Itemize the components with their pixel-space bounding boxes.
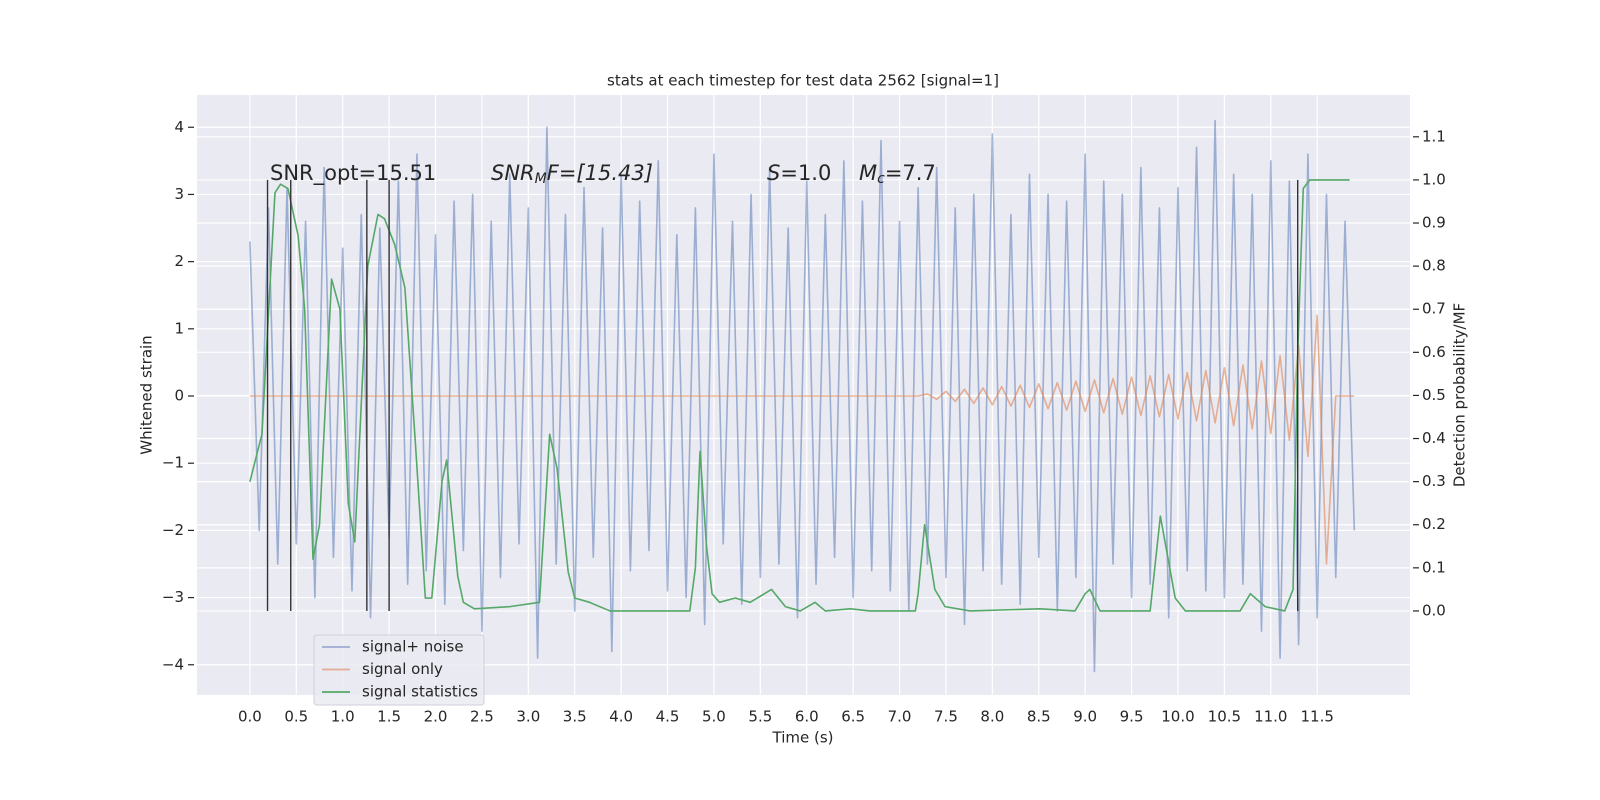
y2-axis-label: Detection probability/MF (1451, 303, 1469, 487)
y2-tick-label: 0.8 (1422, 257, 1446, 275)
annotation-part: c (877, 171, 885, 187)
x-tick-label: 1.0 (331, 708, 355, 726)
legend: signal+ noise signal only signal statistic… (313, 634, 485, 706)
annotation-part: S (767, 161, 780, 185)
annotation-part: F=[15.43] (547, 161, 653, 185)
legend-label: signal+ noise (362, 638, 464, 656)
x-tick-label: 6.0 (795, 708, 819, 726)
x-axis-label: Time (s) (772, 729, 834, 747)
y-tick-label: 3 (174, 185, 184, 203)
annotation-part: SNR (491, 161, 535, 185)
series-line (249, 119, 1356, 673)
series-line (249, 179, 1350, 612)
y-tick-label: −3 (162, 588, 184, 606)
y2-tick-label: 0.9 (1422, 214, 1446, 232)
legend-box (313, 634, 485, 706)
marks (249, 119, 1356, 673)
y2-tick-label: 0.7 (1422, 300, 1446, 318)
y-tick-label: −2 (162, 521, 184, 539)
x-tick-label: 3.5 (563, 708, 587, 726)
annotation-part: =1.0 (780, 161, 831, 185)
x-tick-label: 1.5 (377, 708, 401, 726)
y2-tick-label: 0.4 (1422, 429, 1446, 447)
y2-tick-label: 1.0 (1422, 170, 1446, 188)
y2-tick-label: 0.3 (1422, 472, 1446, 490)
x-tick-label: 9.0 (1073, 708, 1097, 726)
x-tick-label: 8.5 (1027, 708, 1051, 726)
legend-label: signal only (362, 660, 443, 678)
x-tick-label: 0.5 (284, 708, 308, 726)
x-tick-label: 8.0 (980, 708, 1004, 726)
annotation: Mc=7.7 (859, 161, 936, 187)
y-tick-label: 0 (174, 387, 184, 405)
y-axis-label: Whitened strain (138, 335, 156, 454)
y2-tick-label: 0.0 (1422, 601, 1446, 619)
y-tick-label: −4 (162, 655, 184, 673)
y2-tick-label: 0.5 (1422, 386, 1446, 404)
y2-tick-label: 0.6 (1422, 343, 1446, 361)
x-tick-label: 11.0 (1254, 708, 1287, 726)
x-tick-label: 5.0 (702, 708, 726, 726)
annotation-part: M (535, 171, 547, 187)
annotation: SNR_opt=15.51 (270, 161, 436, 186)
annotation-part: M (859, 161, 877, 185)
chart-title: stats at each timestep for test data 256… (607, 72, 999, 90)
x-tick-label: 0.0 (238, 708, 262, 726)
y2-tick-label: 0.1 (1422, 558, 1446, 576)
x-tick-label: 7.5 (934, 708, 958, 726)
y-tick-label: −1 (162, 454, 184, 472)
x-tick-label: 5.5 (748, 708, 772, 726)
x-tick-label: 3.0 (516, 708, 540, 726)
x-tick-label: 4.5 (656, 708, 680, 726)
annotation: SNRMF=[15.43] (491, 161, 653, 187)
x-tick-label: 10.5 (1208, 708, 1241, 726)
annotation-part: =7.7 (885, 161, 936, 185)
x-tick-label: 9.5 (1120, 708, 1144, 726)
y-tick-label: 2 (174, 252, 184, 270)
y-tick-label: 1 (174, 319, 184, 337)
x-tick-label: 10.0 (1161, 708, 1194, 726)
x-tick-label: 6.5 (841, 708, 865, 726)
x-tick-label: 2.5 (470, 708, 494, 726)
y2-tick-label: 0.2 (1422, 515, 1446, 533)
series-line (249, 314, 1355, 565)
x-tick-label: 7.0 (888, 708, 912, 726)
x-tick-label: 2.0 (424, 708, 448, 726)
legend-label: signal statistics (362, 683, 478, 701)
annotation: S=1.0 (767, 161, 831, 185)
x-tick-label: 11.5 (1300, 708, 1333, 726)
x-tick-label: 4.0 (609, 708, 633, 726)
y-tick-label: 4 (174, 118, 184, 136)
y2-tick-label: 1.1 (1422, 127, 1446, 145)
